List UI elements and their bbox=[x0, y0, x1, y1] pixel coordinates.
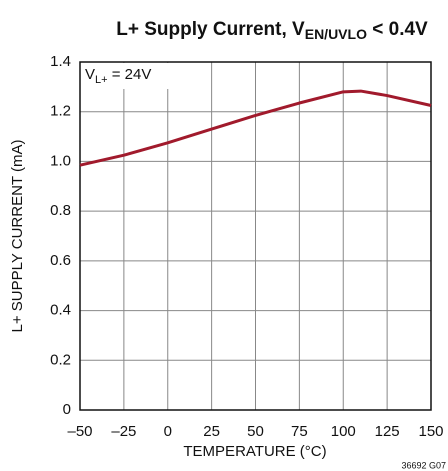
annotation: VL+ = 24V bbox=[85, 66, 151, 86]
x-axis-label: TEMPERATURE (°C) bbox=[183, 443, 326, 460]
x-tick-label: 100 bbox=[331, 423, 356, 440]
y-tick-label: 1.2 bbox=[50, 103, 71, 120]
data-line bbox=[79, 89, 432, 167]
annotation-background bbox=[81, 63, 173, 89]
title-part: < 0.4V bbox=[367, 19, 428, 40]
y-tick-label: 1.4 bbox=[50, 53, 71, 70]
plot-frame bbox=[79, 61, 432, 411]
y-tick-label: 1.0 bbox=[50, 152, 71, 169]
x-tick-label: 25 bbox=[203, 423, 220, 440]
x-tick-label: 50 bbox=[247, 423, 264, 440]
x-tick-label: 125 bbox=[375, 423, 400, 440]
y-tick-label: 0.2 bbox=[50, 351, 71, 368]
y-tick-label: 0.4 bbox=[50, 302, 71, 319]
y-tick-label: 0.6 bbox=[50, 252, 71, 269]
figure-note: 36692 G07 bbox=[401, 460, 446, 470]
y-tick-label: 0.8 bbox=[50, 202, 71, 219]
x-tick-label: 75 bbox=[291, 423, 308, 440]
annotation-part: L+ bbox=[95, 74, 108, 86]
title-subscript: EN/UVLO bbox=[305, 26, 367, 42]
x-tick-label: 0 bbox=[164, 423, 172, 440]
x-tick-label: –50 bbox=[67, 423, 92, 440]
x-tick-label: –25 bbox=[111, 423, 136, 440]
chart-title: L+ Supply Current, VEN/UVLO < 0.4V bbox=[116, 19, 428, 42]
y-tick-label: 0 bbox=[63, 401, 71, 418]
annotation-part: V bbox=[85, 66, 95, 83]
x-tick-label: 150 bbox=[418, 423, 443, 440]
annotation-part: = 24V bbox=[108, 66, 152, 83]
y-axis-label: L+ SUPPLY CURRENT (mA) bbox=[9, 140, 26, 333]
title-part: L+ Supply Current, V bbox=[116, 19, 305, 40]
